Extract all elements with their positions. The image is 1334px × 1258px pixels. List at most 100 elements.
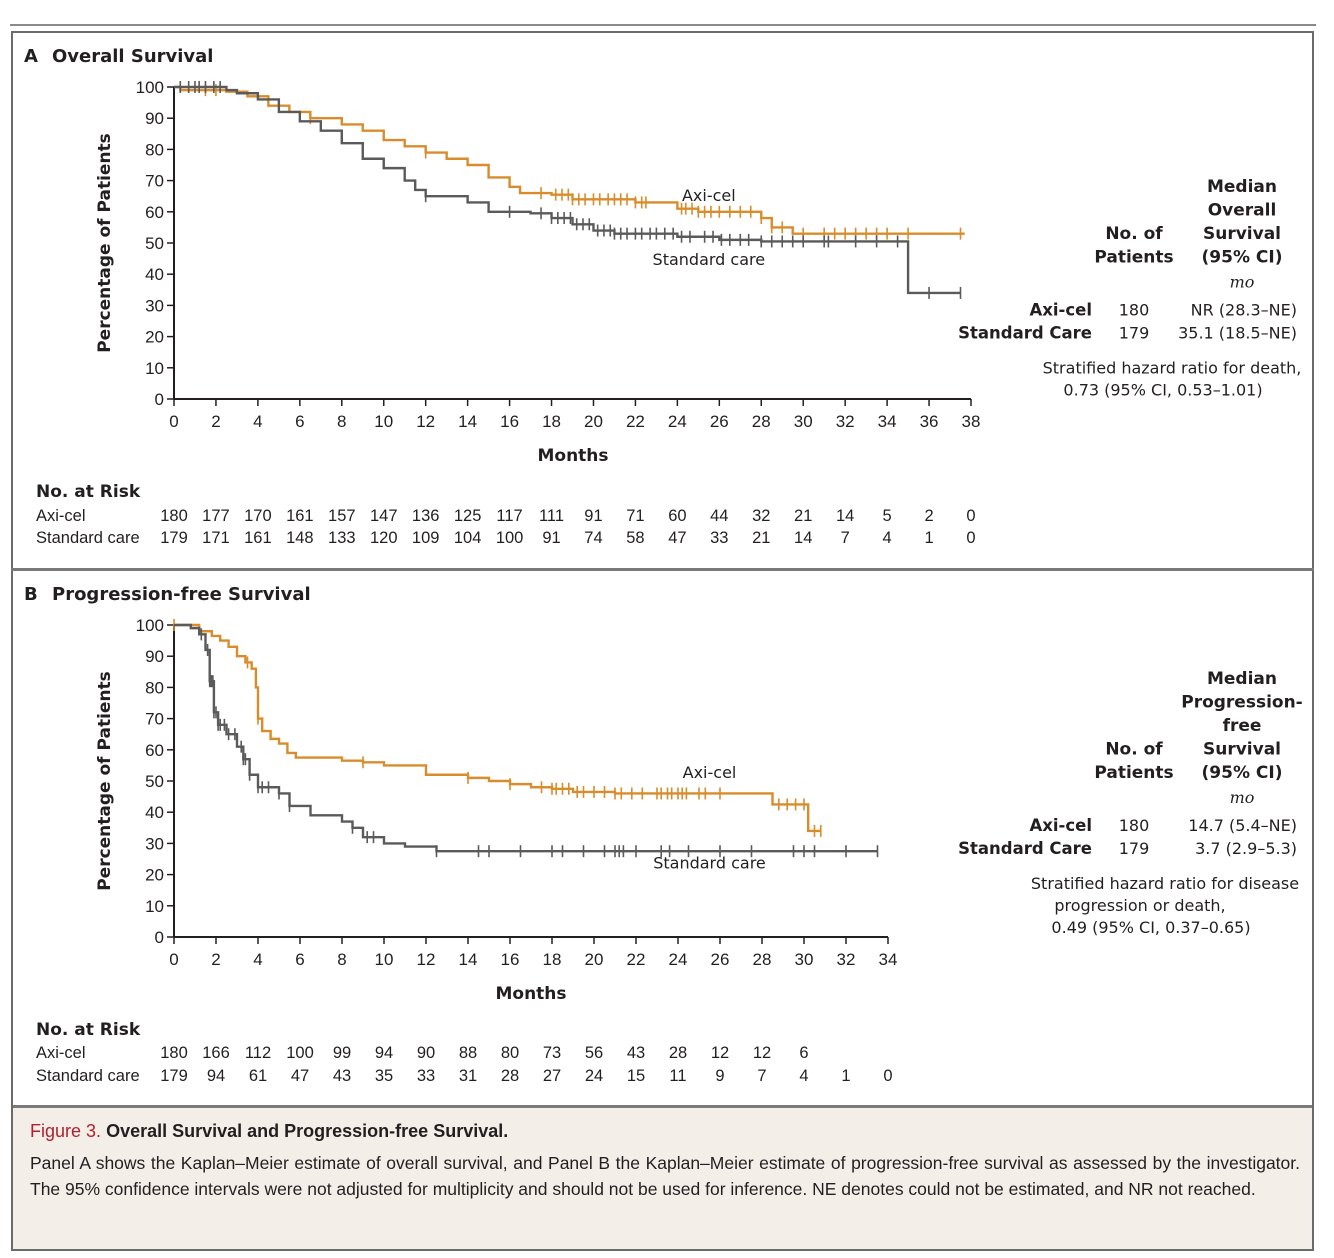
panel-b-series-label-standard-care: Standard care [653,853,766,872]
panel-b-at-risk-value: 1 [841,1067,850,1085]
top-rule [10,24,1316,26]
panel-b-series-label-axi-cel: Axi-cel [683,763,737,782]
panel-b-at-risk-value: 15 [627,1067,645,1085]
panel-a-at-risk-row-label: Axi-cel [36,507,86,525]
panel-b-y-tick-label: 70 [145,710,164,729]
panel-b-hazard-ratio-line: Stratified hazard ratio for disease [1031,874,1299,893]
panel-b-y-tick-label: 90 [145,647,164,666]
panel-b-x-tick-label: 32 [837,950,856,969]
panel-b-at-risk-value: 4 [799,1067,808,1085]
panel-b-summary-n: 180 [1119,816,1150,835]
panel-a-y-tick-label: 90 [145,109,164,128]
panel-b-summary: Median Progression-free Survival (95% CI) No… [958,669,1303,937]
panel-b-y-tick-label: 0 [155,928,164,947]
panel-a-at-risk-value: 179 [160,529,188,547]
panel-b-y-tick-label: 10 [145,897,164,916]
panel-b-at-risk-value: 33 [417,1067,435,1085]
panel-b-at-risk-value: 11 [669,1067,686,1085]
panel-a-hazard-ratio-line: 0.73 (95% CI, 0.53–1.01) [1063,381,1262,400]
panel-b-y-tick-label: 20 [145,866,164,885]
panel-a-y-axis-title: Percentage of Patients [95,133,115,353]
panel-b-at-risk-value: 9 [715,1067,724,1085]
panel-a-summary-patients-header: No. of [1105,224,1163,244]
panel-b-x-tick-label: 24 [669,950,688,969]
panel-b-at-risk-value: 61 [249,1067,267,1085]
panel-a-x-tick-label: 16 [500,412,519,431]
panel-b-at-risk-value: 12 [711,1044,729,1062]
panel-a-x-tick-label: 12 [416,412,435,431]
panel-a-x-tick-label: 26 [710,412,729,431]
panel-b-at-risk-value: 28 [501,1067,519,1085]
panel-b-y-tick-label: 60 [145,741,164,760]
panel-a-summary-n: 179 [1119,324,1150,343]
panel-b-x-tick-label: 30 [795,950,814,969]
panel-b-at-risk-value: 88 [459,1044,477,1062]
caption-body: Panel A shows the Kaplan–Meier estimate … [30,1153,1300,1199]
panel-a-at-risk-value: 0 [966,529,975,547]
panel-a-x-tick-label: 24 [668,412,687,431]
panel-a-summary-median-header: (95% CI) [1202,248,1283,268]
panel-a-at-risk-value: 7 [841,529,850,547]
panel-b-summary-median-header: Survival [1203,740,1281,760]
panel-b-at-risk-value: 112 [245,1044,271,1062]
panel-b-summary-median: 14.7 (5.4–NE) [1188,816,1297,835]
panel-a-at-risk-value: 157 [328,507,356,525]
panel-a-at-risk-value: 2 [924,507,933,525]
panel-a-y-tick-label: 70 [145,172,164,191]
panel-a-at-risk-value: 32 [752,507,770,525]
panel-a-series-label-axi-cel: Axi-cel [682,186,736,205]
panel-a-at-risk-value: 161 [244,529,272,547]
panel-b-hazard-ratio-line: 0.49 (95% CI, 0.37–0.65) [1051,918,1250,937]
panel-a-x-tick-label: 18 [542,412,561,431]
panel-a-x-tick-label: 30 [794,412,813,431]
panel-a-at-risk-value: 21 [794,507,812,525]
panel-a-at-risk-value: 14 [836,507,854,525]
panel-a: A Overall Survival Percentage of Patient… [24,46,1301,547]
panel-b-x-tick-label: 0 [169,950,178,969]
panel-a-x-tick-label: 28 [752,412,771,431]
panel-b-summary-unit: mo [1230,788,1255,807]
panel-a-summary-median-header: Median [1207,177,1277,197]
panel-b-summary-n: 179 [1119,839,1150,858]
panel-a-summary-group: Standard Care [958,324,1092,343]
panel-b-at-risk-value: 99 [333,1044,351,1062]
panel-b-at-risk-value: 179 [160,1067,188,1085]
panel-b-x-tick-label: 34 [879,950,898,969]
panel-a-curve-axi-cel [174,85,965,235]
panel-b-x-axis-title: Months [495,984,566,1004]
figure-number: Figure 3. [30,1121,102,1141]
panel-a-y-tick-label: 20 [145,328,164,347]
panel-a-y-tick-label: 30 [145,296,164,315]
panel-b-summary-median-header: free [1223,716,1262,736]
panel-a-y-tick-label: 10 [145,359,164,378]
panel-b-summary-group: Standard Care [958,839,1092,858]
panel-a-summary-unit: mo [1230,273,1255,292]
panel-a-at-risk-value: 136 [412,507,440,525]
panel-a-at-risk-value: 71 [626,507,644,525]
panel-a-summary-group: Axi-cel [1029,301,1092,320]
panel-a-x-tick-label: 20 [584,412,603,431]
panel-b-y-tick-label: 80 [145,678,164,697]
panel-b-curves: Axi-cel Standard care [173,619,879,872]
panel-b-at-risk-value: 43 [333,1067,351,1085]
panel-a-series-label-standard-care: Standard care [653,250,766,269]
panel-a-x-tick-label: 14 [458,412,477,431]
panel-a-at-risk-value: 44 [710,507,728,525]
panel-a-summary: Median Overall Survival (95% CI) No. of Patie… [958,177,1301,400]
panel-a-hazard-ratio-line: Stratified hazard ratio for death, [1043,359,1302,378]
panel-b-at-risk-value: 31 [459,1067,477,1085]
panel-a-curves: Axi-cel Standard care [174,81,965,299]
panel-b-y-axis-title: Percentage of Patients [95,671,115,891]
panel-a-summary-median-header: Survival [1203,224,1281,244]
panel-b-x-tick-label: 14 [459,950,478,969]
panel-a-at-risk-value: 177 [202,507,230,525]
panel-b-at-risk-value: 27 [543,1067,561,1085]
panel-b-x-tick-label: 28 [753,950,772,969]
panel-a-x-tick-label: 4 [253,412,262,431]
panel-a-title: Overall Survival [52,46,213,67]
figure-title: Overall Survival and Progression-free Su… [106,1121,509,1141]
panel-b-at-risk-value: 94 [207,1067,225,1085]
